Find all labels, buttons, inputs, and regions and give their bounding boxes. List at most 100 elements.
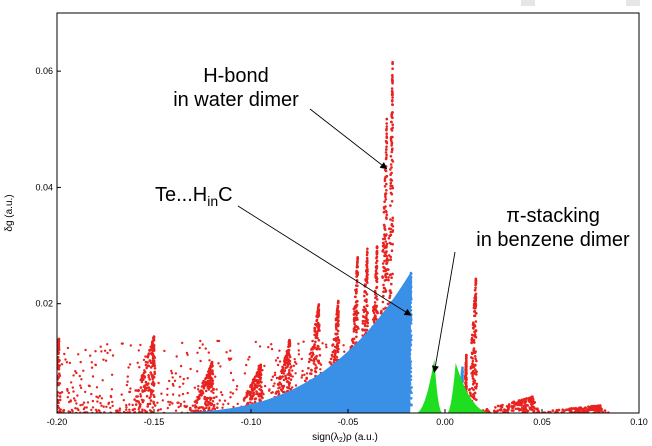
data-point <box>133 398 136 401</box>
data-point <box>76 394 79 397</box>
data-point <box>278 349 281 352</box>
data-point <box>410 386 413 389</box>
data-point <box>384 157 388 161</box>
data-point <box>54 371 57 374</box>
data-point <box>174 372 178 375</box>
data-point <box>390 282 393 286</box>
data-point <box>351 337 355 341</box>
data-point <box>227 402 230 405</box>
data-point <box>384 240 388 243</box>
data-point <box>391 242 394 246</box>
data-point <box>139 393 142 396</box>
data-point <box>47 407 50 410</box>
data-point <box>472 369 475 373</box>
data-point <box>257 371 261 374</box>
data-point <box>382 283 385 287</box>
data-point <box>58 398 62 402</box>
data-point <box>472 348 475 352</box>
data-point <box>168 379 171 383</box>
data-point <box>138 366 141 369</box>
data-point <box>577 408 580 412</box>
data-point <box>151 346 154 349</box>
data-point <box>294 360 297 364</box>
data-point <box>63 352 66 356</box>
annotation-pi-line2: in benzene dimer <box>476 229 630 251</box>
data-point <box>381 300 385 304</box>
data-point <box>48 382 51 385</box>
data-point <box>257 392 260 396</box>
data-point <box>206 386 209 389</box>
data-point <box>57 342 60 346</box>
data-point <box>51 373 54 376</box>
data-point <box>48 389 51 392</box>
data-point <box>211 372 214 375</box>
data-point <box>45 396 48 399</box>
data-point <box>365 263 368 267</box>
data-point <box>373 301 377 304</box>
data-point <box>315 325 319 328</box>
data-point <box>389 291 393 295</box>
data-point <box>305 372 309 375</box>
data-point <box>363 294 366 298</box>
data-point <box>103 349 107 352</box>
data-point <box>286 373 290 376</box>
data-point <box>82 401 86 404</box>
data-point <box>382 210 386 214</box>
data-point <box>52 363 55 366</box>
data-point <box>169 401 172 404</box>
data-point <box>89 354 92 357</box>
data-point <box>353 316 356 320</box>
data-point <box>211 400 215 403</box>
data-point <box>66 387 69 391</box>
data-point <box>389 289 392 292</box>
data-point <box>102 405 105 408</box>
data-point <box>551 409 555 412</box>
data-point <box>385 145 388 148</box>
data-point <box>232 405 235 409</box>
data-point <box>366 311 369 314</box>
data-point <box>260 394 263 398</box>
data-point <box>215 395 218 398</box>
data-point <box>354 325 358 328</box>
data-point <box>525 408 528 412</box>
data-point <box>365 315 368 319</box>
data-point <box>587 405 590 409</box>
data-point <box>149 399 153 402</box>
data-point <box>152 357 156 360</box>
data-point <box>281 387 285 390</box>
data-point <box>297 349 300 352</box>
data-point <box>282 378 286 382</box>
data-point <box>159 408 162 411</box>
data-point <box>110 373 114 376</box>
data-point <box>312 359 316 363</box>
data-point <box>382 269 386 273</box>
data-point <box>335 318 338 322</box>
data-point <box>389 191 393 195</box>
data-point <box>201 391 205 395</box>
data-point <box>333 354 337 357</box>
data-point <box>382 307 386 311</box>
data-point <box>390 115 393 118</box>
data-point <box>168 403 171 406</box>
data-point <box>47 396 50 399</box>
data-point <box>289 378 293 381</box>
data-point <box>163 349 166 353</box>
data-point <box>49 389 52 392</box>
data-point <box>375 280 379 283</box>
data-point <box>355 328 358 332</box>
data-point <box>389 155 393 158</box>
data-point <box>179 375 182 378</box>
data-point <box>74 399 77 402</box>
data-point <box>468 388 472 391</box>
data-point <box>375 246 379 249</box>
data-point <box>97 396 100 399</box>
data-point <box>473 368 477 371</box>
data-point <box>375 259 379 263</box>
data-point <box>385 135 389 138</box>
data-point <box>355 300 359 303</box>
data-point <box>385 127 388 131</box>
data-point <box>195 401 199 404</box>
x-axis: -0.20 -0.15 -0.10 -0.05 0.00 0.05 0.10 <box>47 409 648 427</box>
data-point <box>49 379 52 382</box>
data-point <box>49 390 52 393</box>
